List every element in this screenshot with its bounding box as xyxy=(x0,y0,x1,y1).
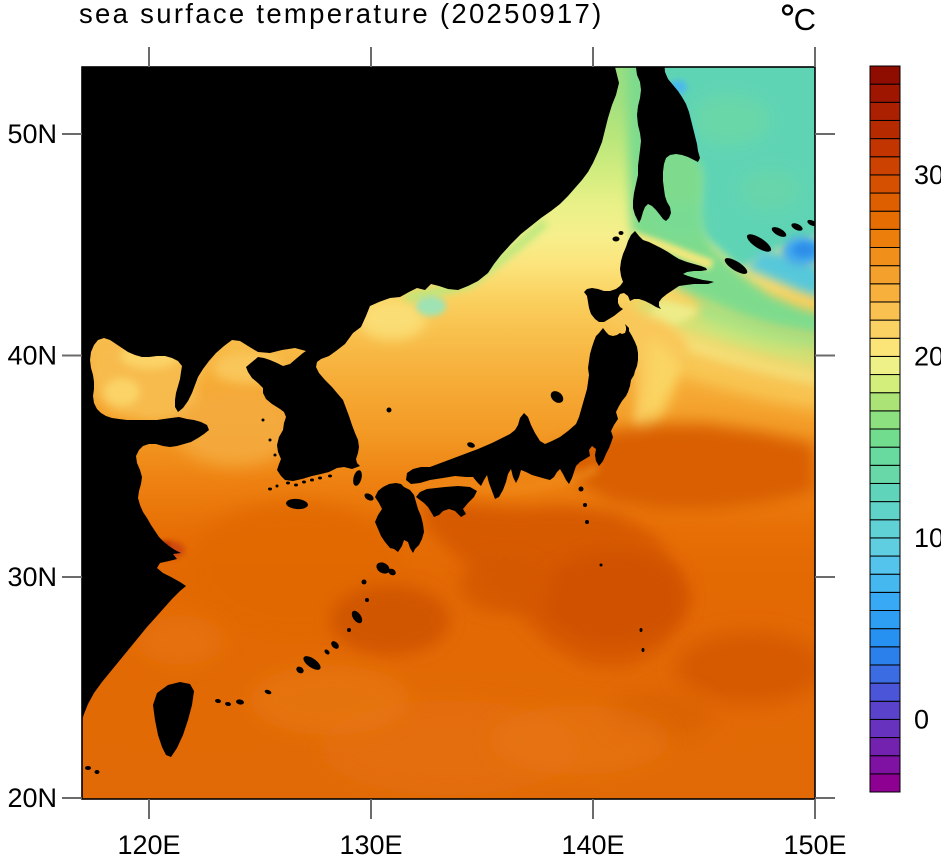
svg-text:C: C xyxy=(794,2,816,37)
svg-text:20: 20 xyxy=(914,341,941,371)
svg-text:50N: 50N xyxy=(7,119,57,149)
svg-text:sea surface temperature (20250: sea surface temperature (20250917) xyxy=(79,0,604,29)
svg-text:30: 30 xyxy=(914,160,941,190)
svg-text:140E: 140E xyxy=(561,830,624,858)
svg-text:150E: 150E xyxy=(783,830,846,858)
svg-text:40N: 40N xyxy=(7,341,57,371)
svg-text:120E: 120E xyxy=(117,830,180,858)
svg-text:10: 10 xyxy=(914,523,941,553)
svg-text:30N: 30N xyxy=(7,562,57,592)
svg-text:130E: 130E xyxy=(339,830,402,858)
svg-text:0: 0 xyxy=(914,704,929,734)
svg-text:20N: 20N xyxy=(7,783,57,813)
